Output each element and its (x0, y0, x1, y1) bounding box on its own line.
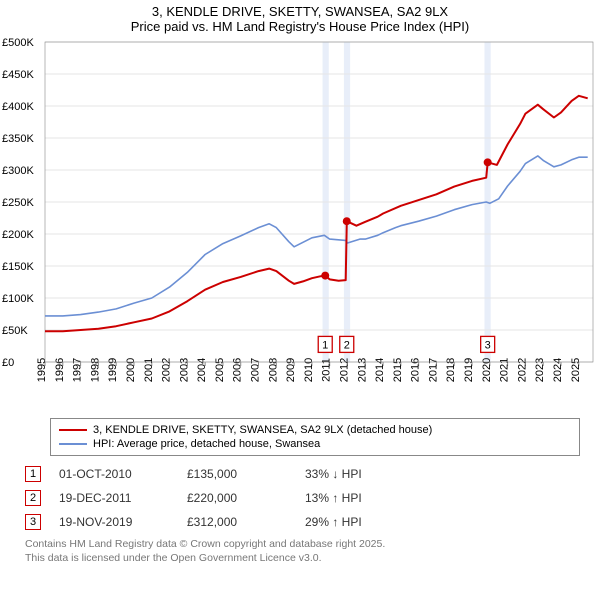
svg-text:1996: 1996 (54, 358, 66, 382)
svg-text:£500K: £500K (2, 37, 34, 49)
event-date: 01-OCT-2010 (59, 467, 169, 481)
svg-text:£50K: £50K (2, 325, 28, 337)
svg-text:2000: 2000 (125, 358, 137, 382)
chart-title-line2: Price paid vs. HM Land Registry's House … (0, 19, 600, 34)
chart-area: £0 £50K £100K £150K £200K £250K £300K £350K £400… (0, 34, 600, 414)
svg-text:2017: 2017 (427, 358, 439, 382)
svg-text:£450K: £450K (2, 69, 34, 81)
svg-text:2007: 2007 (250, 358, 262, 382)
svg-text:2020: 2020 (481, 358, 493, 382)
legend-swatch-icon (59, 443, 87, 445)
svg-text:£100K: £100K (2, 293, 34, 305)
svg-text:2012: 2012 (338, 358, 350, 382)
svg-text:2004: 2004 (196, 358, 208, 382)
svg-text:2022: 2022 (516, 358, 528, 382)
svg-text:2: 2 (344, 339, 350, 351)
event-row: 3 19-NOV-2019 £312,000 29% ↑ HPI (25, 510, 580, 534)
svg-text:£150K: £150K (2, 261, 34, 273)
footer-line: Contains HM Land Registry data © Crown c… (25, 538, 580, 552)
event-price: £312,000 (187, 515, 287, 529)
svg-text:2024: 2024 (552, 358, 564, 382)
events-table: 1 01-OCT-2010 £135,000 33% ↓ HPI 2 19-DE… (25, 462, 580, 534)
footer-attribution: Contains HM Land Registry data © Crown c… (25, 538, 580, 565)
event-delta: 29% ↑ HPI (305, 515, 362, 529)
svg-text:2009: 2009 (285, 358, 297, 382)
svg-text:2019: 2019 (463, 358, 475, 382)
svg-text:£250K: £250K (2, 197, 34, 209)
svg-text:£300K: £300K (2, 165, 34, 177)
svg-text:2013: 2013 (356, 358, 368, 382)
legend-box: 3, KENDLE DRIVE, SKETTY, SWANSEA, SA2 9L… (50, 418, 580, 456)
event-delta: 33% ↓ HPI (305, 467, 362, 481)
svg-text:2016: 2016 (410, 358, 422, 382)
legend-item: 3, KENDLE DRIVE, SKETTY, SWANSEA, SA2 9L… (59, 423, 571, 437)
legend-item: HPI: Average price, detached house, Swan… (59, 437, 571, 451)
svg-text:2023: 2023 (534, 358, 546, 382)
svg-text:2010: 2010 (303, 358, 315, 382)
svg-text:2001: 2001 (143, 358, 155, 382)
svg-text:2015: 2015 (392, 358, 404, 382)
svg-text:2008: 2008 (267, 358, 279, 382)
legend-swatch-icon (59, 429, 87, 431)
svg-text:2005: 2005 (214, 358, 226, 382)
svg-text:2003: 2003 (178, 358, 190, 382)
price-chart-svg: £0 £50K £100K £150K £200K £250K £300K £350K £400… (0, 34, 600, 414)
svg-text:£0: £0 (2, 357, 14, 369)
svg-text:£350K: £350K (2, 133, 34, 145)
event-price: £135,000 (187, 467, 287, 481)
svg-text:2014: 2014 (374, 358, 386, 382)
svg-text:£400K: £400K (2, 101, 34, 113)
event-date: 19-DEC-2011 (59, 491, 169, 505)
event-marker-icon: 2 (25, 490, 41, 506)
legend-label: 3, KENDLE DRIVE, SKETTY, SWANSEA, SA2 9L… (93, 424, 432, 436)
event-price: £220,000 (187, 491, 287, 505)
event-delta: 13% ↑ HPI (305, 491, 362, 505)
svg-text:2006: 2006 (232, 358, 244, 382)
svg-text:£200K: £200K (2, 229, 34, 241)
footer-line: This data is licensed under the Open Gov… (25, 552, 580, 566)
svg-text:1995: 1995 (36, 358, 48, 382)
svg-text:1998: 1998 (89, 358, 101, 382)
event-marker-icon: 1 (25, 466, 41, 482)
chart-title-line1: 3, KENDLE DRIVE, SKETTY, SWANSEA, SA2 9L… (0, 0, 600, 19)
svg-text:2018: 2018 (445, 358, 457, 382)
legend-label: HPI: Average price, detached house, Swan… (93, 438, 320, 450)
svg-text:2025: 2025 (570, 358, 582, 382)
svg-text:1999: 1999 (107, 358, 119, 382)
svg-text:2021: 2021 (499, 358, 511, 382)
event-marker-icon: 3 (25, 514, 41, 530)
svg-text:3: 3 (485, 339, 491, 351)
event-row: 1 01-OCT-2010 £135,000 33% ↓ HPI (25, 462, 580, 486)
svg-text:1997: 1997 (72, 358, 84, 382)
event-date: 19-NOV-2019 (59, 515, 169, 529)
svg-text:2002: 2002 (161, 358, 173, 382)
event-row: 2 19-DEC-2011 £220,000 13% ↑ HPI (25, 486, 580, 510)
svg-text:1: 1 (322, 339, 328, 351)
